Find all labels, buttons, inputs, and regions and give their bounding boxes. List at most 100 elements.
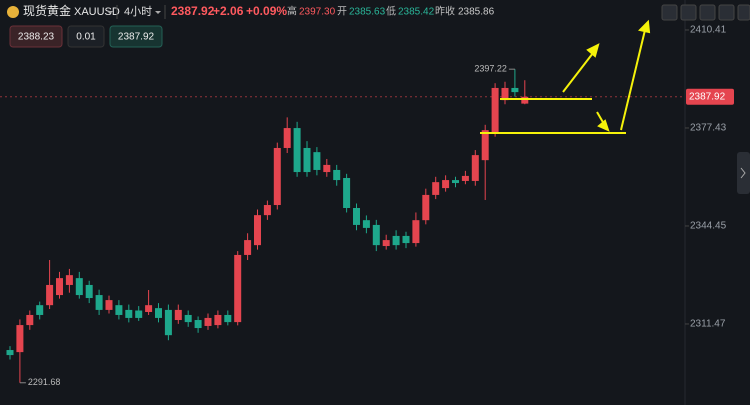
candle-body (303, 147, 311, 173)
tool-button[interactable] (718, 4, 735, 21)
candle-body (362, 220, 370, 228)
side-tab[interactable] (737, 152, 750, 194)
high-label: 高 (287, 5, 297, 18)
last-price-box (686, 88, 734, 105)
order-panel: 2388.23 0.01 2387.92 (9, 25, 163, 48)
drawings (480, 19, 651, 134)
candle-body (6, 350, 14, 356)
candle-body (16, 325, 24, 353)
y-tick-label: 2311.47 (690, 319, 726, 330)
candle-body (273, 147, 281, 206)
arrowhead (597, 119, 610, 132)
candle-body (194, 320, 202, 329)
high: 2397.30 (299, 7, 336, 18)
tool-button[interactable] (699, 4, 716, 21)
candle-body (46, 284, 54, 306)
candle-body (293, 128, 301, 173)
sell-price: 2388.23 (18, 32, 55, 43)
low-label: 低 (386, 5, 396, 18)
drawn-arrow (562, 52, 594, 93)
candle-body (471, 155, 479, 181)
candle-body (372, 224, 380, 246)
candle-body (481, 130, 489, 161)
lots: 0.01 (76, 32, 96, 43)
candle-body (224, 314, 232, 323)
candle-body (105, 300, 113, 310)
tool-button[interactable] (737, 4, 750, 21)
price: 2387.92 (171, 4, 215, 18)
buy-button[interactable] (109, 25, 163, 48)
lots-input[interactable] (67, 25, 105, 48)
candle-body (155, 308, 162, 318)
buy-price: 2387.92 (118, 32, 155, 43)
candle-body (125, 309, 133, 318)
candle-body (283, 128, 291, 148)
last-price-label: 2387.92 (689, 91, 726, 102)
interval[interactable]: 4小时 (124, 5, 152, 18)
drawn-arrow (620, 29, 646, 131)
candle-body (254, 215, 261, 246)
candle-body (65, 275, 73, 285)
candle-body (313, 152, 321, 170)
candle-body (422, 194, 430, 221)
candle-body (323, 164, 331, 173)
candle-body (184, 314, 192, 323)
prev: 2385.86 (458, 7, 495, 18)
open-label: 开 (337, 7, 347, 18)
header: 现货黄金 XAUUSD 4小时 2387.92 +2.06 +0.09% 高 2… (7, 3, 495, 19)
candle-body (452, 180, 459, 184)
prev-label: 昨收 (435, 5, 455, 18)
candle-body (204, 317, 212, 326)
candle-body (174, 309, 182, 321)
candle-body (95, 295, 103, 310)
candle-body (56, 278, 63, 296)
sell-button[interactable] (9, 25, 63, 48)
side-arrow (740, 167, 746, 179)
tool-button[interactable] (661, 4, 678, 21)
candle-body (442, 180, 450, 189)
y-tick-label: 2410.41 (690, 25, 727, 36)
candle-body (333, 169, 341, 181)
candle-body (244, 240, 252, 255)
low: 2385.42 (398, 7, 435, 18)
candle-body (461, 175, 469, 181)
candle-body (85, 284, 93, 299)
candle-body (412, 220, 420, 244)
y-tick-label: 2377.43 (690, 123, 727, 134)
name[interactable]: 现货黄金 (23, 3, 71, 18)
max-label: 2397.22 (474, 64, 507, 74)
candle-body (511, 87, 519, 93)
candle-body (263, 205, 271, 216)
candle-body (491, 87, 499, 134)
min-label: 2291.68 (28, 377, 61, 387)
candle-body (501, 87, 509, 101)
plot: 2410.41 2377.43 2344.45 2311.47 2397.22 2291.… (0, 25, 734, 387)
candle-body (234, 254, 242, 323)
symbol[interactable]: XAUUSD (74, 6, 120, 18)
candle-body (382, 240, 390, 247)
candle-body (164, 309, 172, 336)
candle-body (75, 278, 83, 296)
dropdown[interactable] (155, 11, 161, 14)
y-tick-label: 2344.45 (690, 221, 727, 232)
candle-body (26, 314, 34, 326)
candle-body (343, 177, 351, 208)
candle-body (432, 182, 440, 195)
open: 2385.63 (349, 7, 386, 18)
candle-body (145, 305, 153, 312)
candle-body (115, 305, 123, 315)
gold-icon (7, 6, 19, 18)
candle-body (135, 310, 143, 318)
change-pct: +0.09% (246, 4, 287, 18)
arrowhead (586, 43, 600, 58)
candle-body (521, 96, 529, 104)
dropdown[interactable] (107, 11, 113, 14)
tool-button[interactable] (680, 4, 697, 21)
change: +2.06 (213, 4, 244, 18)
arrowhead (638, 19, 651, 34)
candle-body (36, 305, 44, 315)
candle-body (402, 235, 410, 244)
